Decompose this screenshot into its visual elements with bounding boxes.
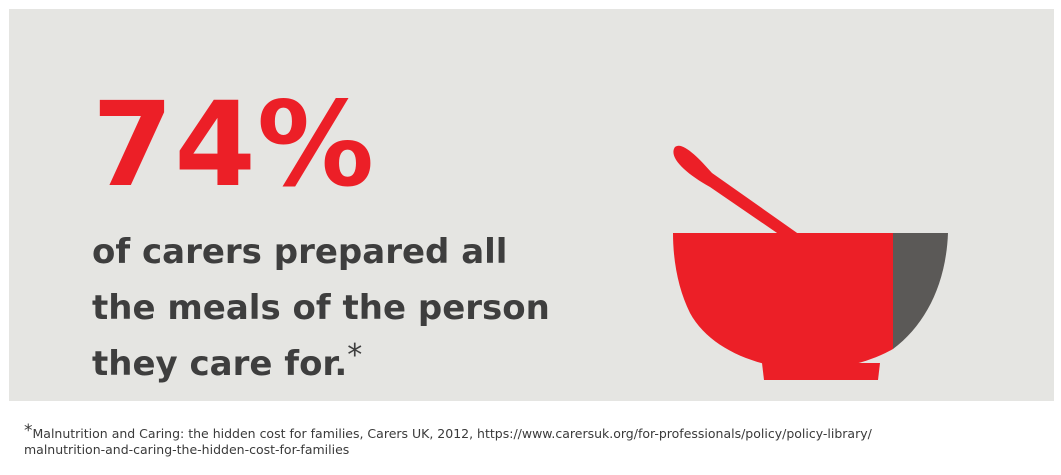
footnote-text-continued: malnutrition-and-caring-the-hidden-cost-… (24, 442, 350, 457)
statement-line-2: the meals of the person (92, 288, 550, 328)
statement-line-1: of carers prepared all (92, 232, 508, 272)
spoon-handle (673, 145, 800, 235)
bowl-icon (673, 145, 948, 380)
bowl-base (762, 363, 880, 380)
bowl-red-body (673, 233, 893, 370)
footnote-text: Malnutrition and Caring: the hidden cost… (32, 426, 872, 441)
headline-statement: of carers prepared all the meals of the p… (92, 224, 652, 392)
statement-line-3: they care for. (92, 344, 348, 384)
headline-stat: 74% (92, 76, 376, 213)
footnote-marker: * (24, 421, 33, 441)
statement-footnote-marker: * (347, 338, 363, 373)
bowl-grey-side (893, 233, 948, 349)
source-footnote: *Malnutrition and Caring: the hidden cos… (24, 423, 1044, 458)
